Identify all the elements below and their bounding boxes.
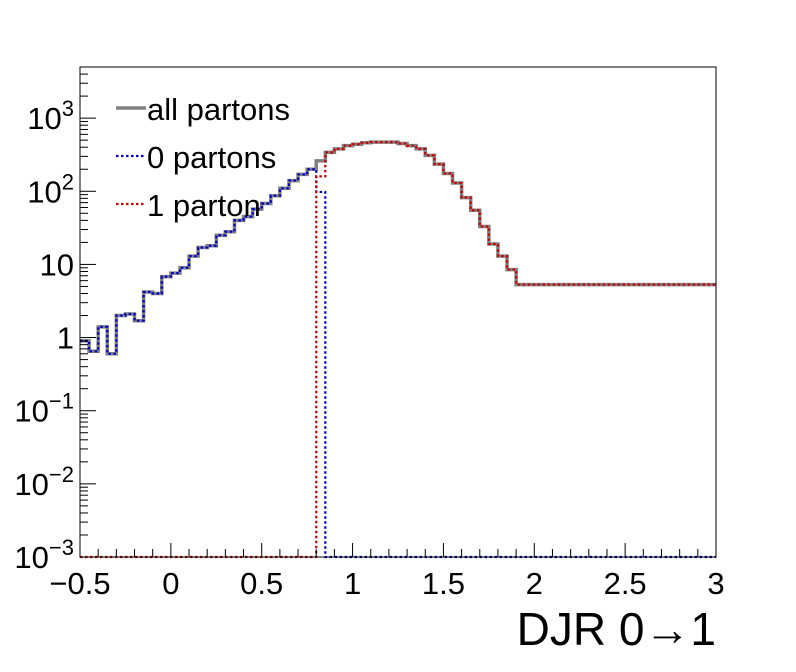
x-tick-label: 0 (162, 566, 179, 601)
series-lines (80, 140, 716, 559)
x-tick-label: 2 (526, 566, 543, 601)
y-tick-label: 10−1 (14, 389, 74, 429)
x-tick-label: 0.5 (240, 566, 283, 601)
y-tick-label: 103 (27, 96, 74, 136)
x-tick-label: 1.5 (422, 566, 465, 601)
plot-frame (79, 66, 717, 558)
y-tick-label: 10−3 (14, 535, 74, 575)
x-tick-labels: −0.5 0 0.5 1 1.5 2 2.5 3 (49, 566, 724, 601)
y-tick-labels: 10−3 10−2 10−1 1 10 102 103 (14, 96, 74, 575)
y-tick-label: 102 (27, 169, 74, 209)
y-tick-label: 1 (57, 321, 74, 356)
x-axis-title: DJR 0→1 (517, 603, 716, 655)
series-line-0-partons (80, 168, 716, 559)
legend: all partons 0 partons 1 parton (116, 92, 290, 223)
axis-ticks (79, 66, 717, 558)
y-tick-label: 10−2 (14, 462, 74, 502)
x-tick-label: −0.5 (49, 566, 110, 601)
y-tick-label: 10 (40, 247, 74, 282)
series-line-1-parton (80, 141, 716, 559)
x-tick-label: 3 (707, 566, 724, 601)
legend-label: 1 parton (147, 188, 261, 223)
x-tick-label: 2.5 (604, 566, 647, 601)
legend-label: 0 partons (147, 140, 276, 175)
legend-label: all partons (147, 92, 290, 127)
x-tick-label: 1 (344, 566, 361, 601)
